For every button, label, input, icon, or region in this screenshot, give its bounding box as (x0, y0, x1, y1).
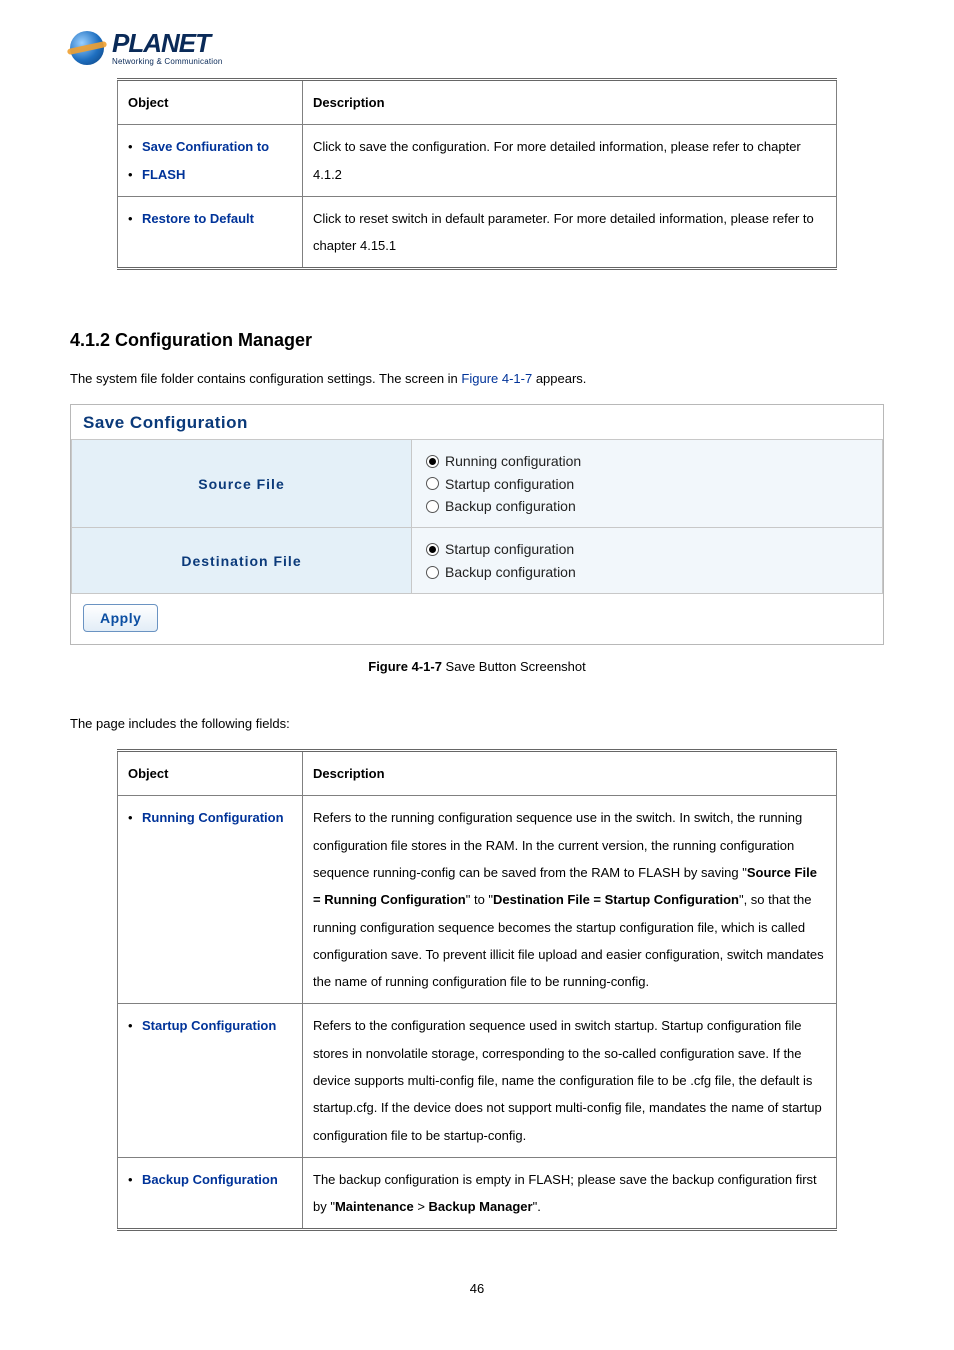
table2-description-cell: Refers to the configuration sequence use… (303, 1004, 837, 1157)
radio-label: Startup configuration (445, 538, 574, 560)
table2-object-cell: Backup Configuration (118, 1157, 303, 1230)
radio-icon[interactable] (426, 543, 439, 556)
radio-option[interactable]: Startup configuration (426, 473, 868, 495)
form-row-label: Source File (72, 440, 412, 528)
save-configuration-screenshot: Save Configuration Source FileRunning co… (70, 404, 884, 645)
radio-option[interactable]: Running configuration (426, 450, 868, 472)
table2-object-cell: Startup Configuration (118, 1004, 303, 1157)
table2-object-item: Startup Configuration (128, 1012, 292, 1039)
table2-header-object: Object (118, 751, 303, 796)
table1-object-item: FLASH (128, 161, 292, 188)
table2-description-cell: The backup configuration is empty in FLA… (303, 1157, 837, 1230)
form-row-label: Destination File (72, 528, 412, 594)
table1-object-cell: Save Confiuration toFLASH (118, 125, 303, 197)
bold-term: Backup Manager (429, 1199, 533, 1214)
form-row-options: Startup configurationBackup configuratio… (412, 528, 883, 594)
logo-tagline: Networking & Communication (112, 58, 223, 66)
table1-description-cell: Click to reset switch in default paramet… (303, 196, 837, 269)
table1-object-cell: Restore to Default (118, 196, 303, 269)
object-description-table-1: Object Description Save Confiuration toF… (117, 78, 837, 270)
radio-label: Backup configuration (445, 495, 576, 517)
figure-caption: Figure 4-1-7 Save Button Screenshot (70, 659, 884, 674)
table2-object-cell: Running Configuration (118, 796, 303, 1004)
figure-caption-id: Figure 4-1-7 (368, 659, 442, 674)
intro-paragraph: The system file folder contains configur… (70, 369, 884, 390)
radio-icon[interactable] (426, 566, 439, 579)
radio-option[interactable]: Backup configuration (426, 561, 868, 583)
radio-option[interactable]: Backup configuration (426, 495, 868, 517)
radio-label: Running configuration (445, 450, 581, 472)
form-row-options: Running configurationStartup configurati… (412, 440, 883, 528)
radio-icon[interactable] (426, 455, 439, 468)
table1-object-item: Save Confiuration to (128, 133, 292, 160)
object-description-table-2: Object Description Running Configuration… (117, 749, 837, 1231)
save-configuration-form: Source FileRunning configurationStartup … (71, 439, 883, 594)
table1-header-object: Object (118, 80, 303, 125)
figure-reference-link[interactable]: Figure 4-1-7 (461, 371, 532, 386)
table2-description-cell: Refers to the running configuration sequ… (303, 796, 837, 1004)
page-number: 46 (70, 1281, 884, 1296)
table2-object-item: Running Configuration (128, 804, 292, 831)
radio-label: Backup configuration (445, 561, 576, 583)
intro-text-pre: The system file folder contains configur… (70, 371, 461, 386)
panel-title: Save Configuration (71, 405, 883, 439)
section-heading: 4.1.2 Configuration Manager (70, 330, 884, 351)
radio-icon[interactable] (426, 500, 439, 513)
bold-term: Maintenance (335, 1199, 414, 1214)
apply-button[interactable]: Apply (83, 604, 158, 632)
table2-object-item: Backup Configuration (128, 1166, 292, 1193)
table2-header-description: Description (303, 751, 837, 796)
logo-text: PLANET Networking & Communication (112, 30, 223, 66)
logo-icon (70, 31, 104, 65)
radio-icon[interactable] (426, 477, 439, 490)
radio-option[interactable]: Startup configuration (426, 538, 868, 560)
fields-intro: The page includes the following fields: (70, 714, 884, 735)
brand-logo: PLANET Networking & Communication (70, 30, 884, 66)
bold-term: Destination File = Startup Configuration (493, 892, 739, 907)
radio-label: Startup configuration (445, 473, 574, 495)
table1-description-cell: Click to save the configuration. For mor… (303, 125, 837, 197)
table1-header-description: Description (303, 80, 837, 125)
intro-text-post: appears. (532, 371, 586, 386)
figure-caption-text: Save Button Screenshot (442, 659, 586, 674)
logo-brand: PLANET (112, 30, 223, 56)
table1-object-item: Restore to Default (128, 205, 292, 232)
